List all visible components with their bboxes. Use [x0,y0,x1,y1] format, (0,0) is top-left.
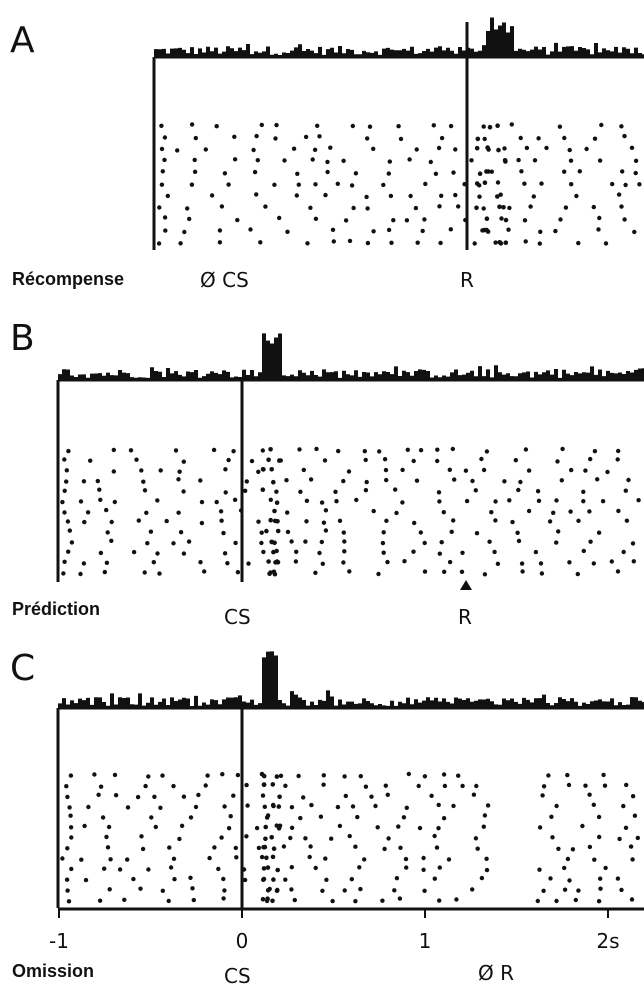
panel-c-condition-label: Omission [12,961,94,981]
panel-b-letter: B [10,318,35,359]
x-tick-label: 0 [236,929,249,953]
panel-b: B Prédiction CS R [10,318,644,629]
panel-c-no-reward-label: Ø R [478,961,514,985]
x-tick-label: 1 [419,929,432,953]
x-axis-ticks: -1 0 1 2s [49,909,620,953]
panel-b-raster [60,446,641,577]
panel-a-histogram [154,17,644,59]
panel-a-condition-label: Récompense [12,269,124,289]
panel-c-histogram [58,651,644,710]
panel-c-raster [60,771,640,904]
panel-c-letter: C [10,648,35,689]
panel-b-histogram [58,333,644,382]
panel-b-cs-label: CS [224,605,251,629]
x-tick-label: 2s [596,929,619,953]
panel-b-condition-label: Prédiction [12,599,100,619]
x-tick-label: -1 [49,929,69,953]
panel-a-reward-label: R [460,268,474,292]
panel-c: C -1 0 1 2s Omission CS Ø R [10,648,644,987]
panel-a-raster [156,122,642,246]
panel-a: A Récompense Ø CS R [10,17,644,292]
panel-b-reward-marker [460,580,472,590]
panel-a-letter: A [10,20,35,61]
panel-b-reward-label: R [458,605,472,629]
panel-a-no-cs-label: Ø CS [200,268,249,292]
panel-c-cs-label: CS [224,964,251,987]
